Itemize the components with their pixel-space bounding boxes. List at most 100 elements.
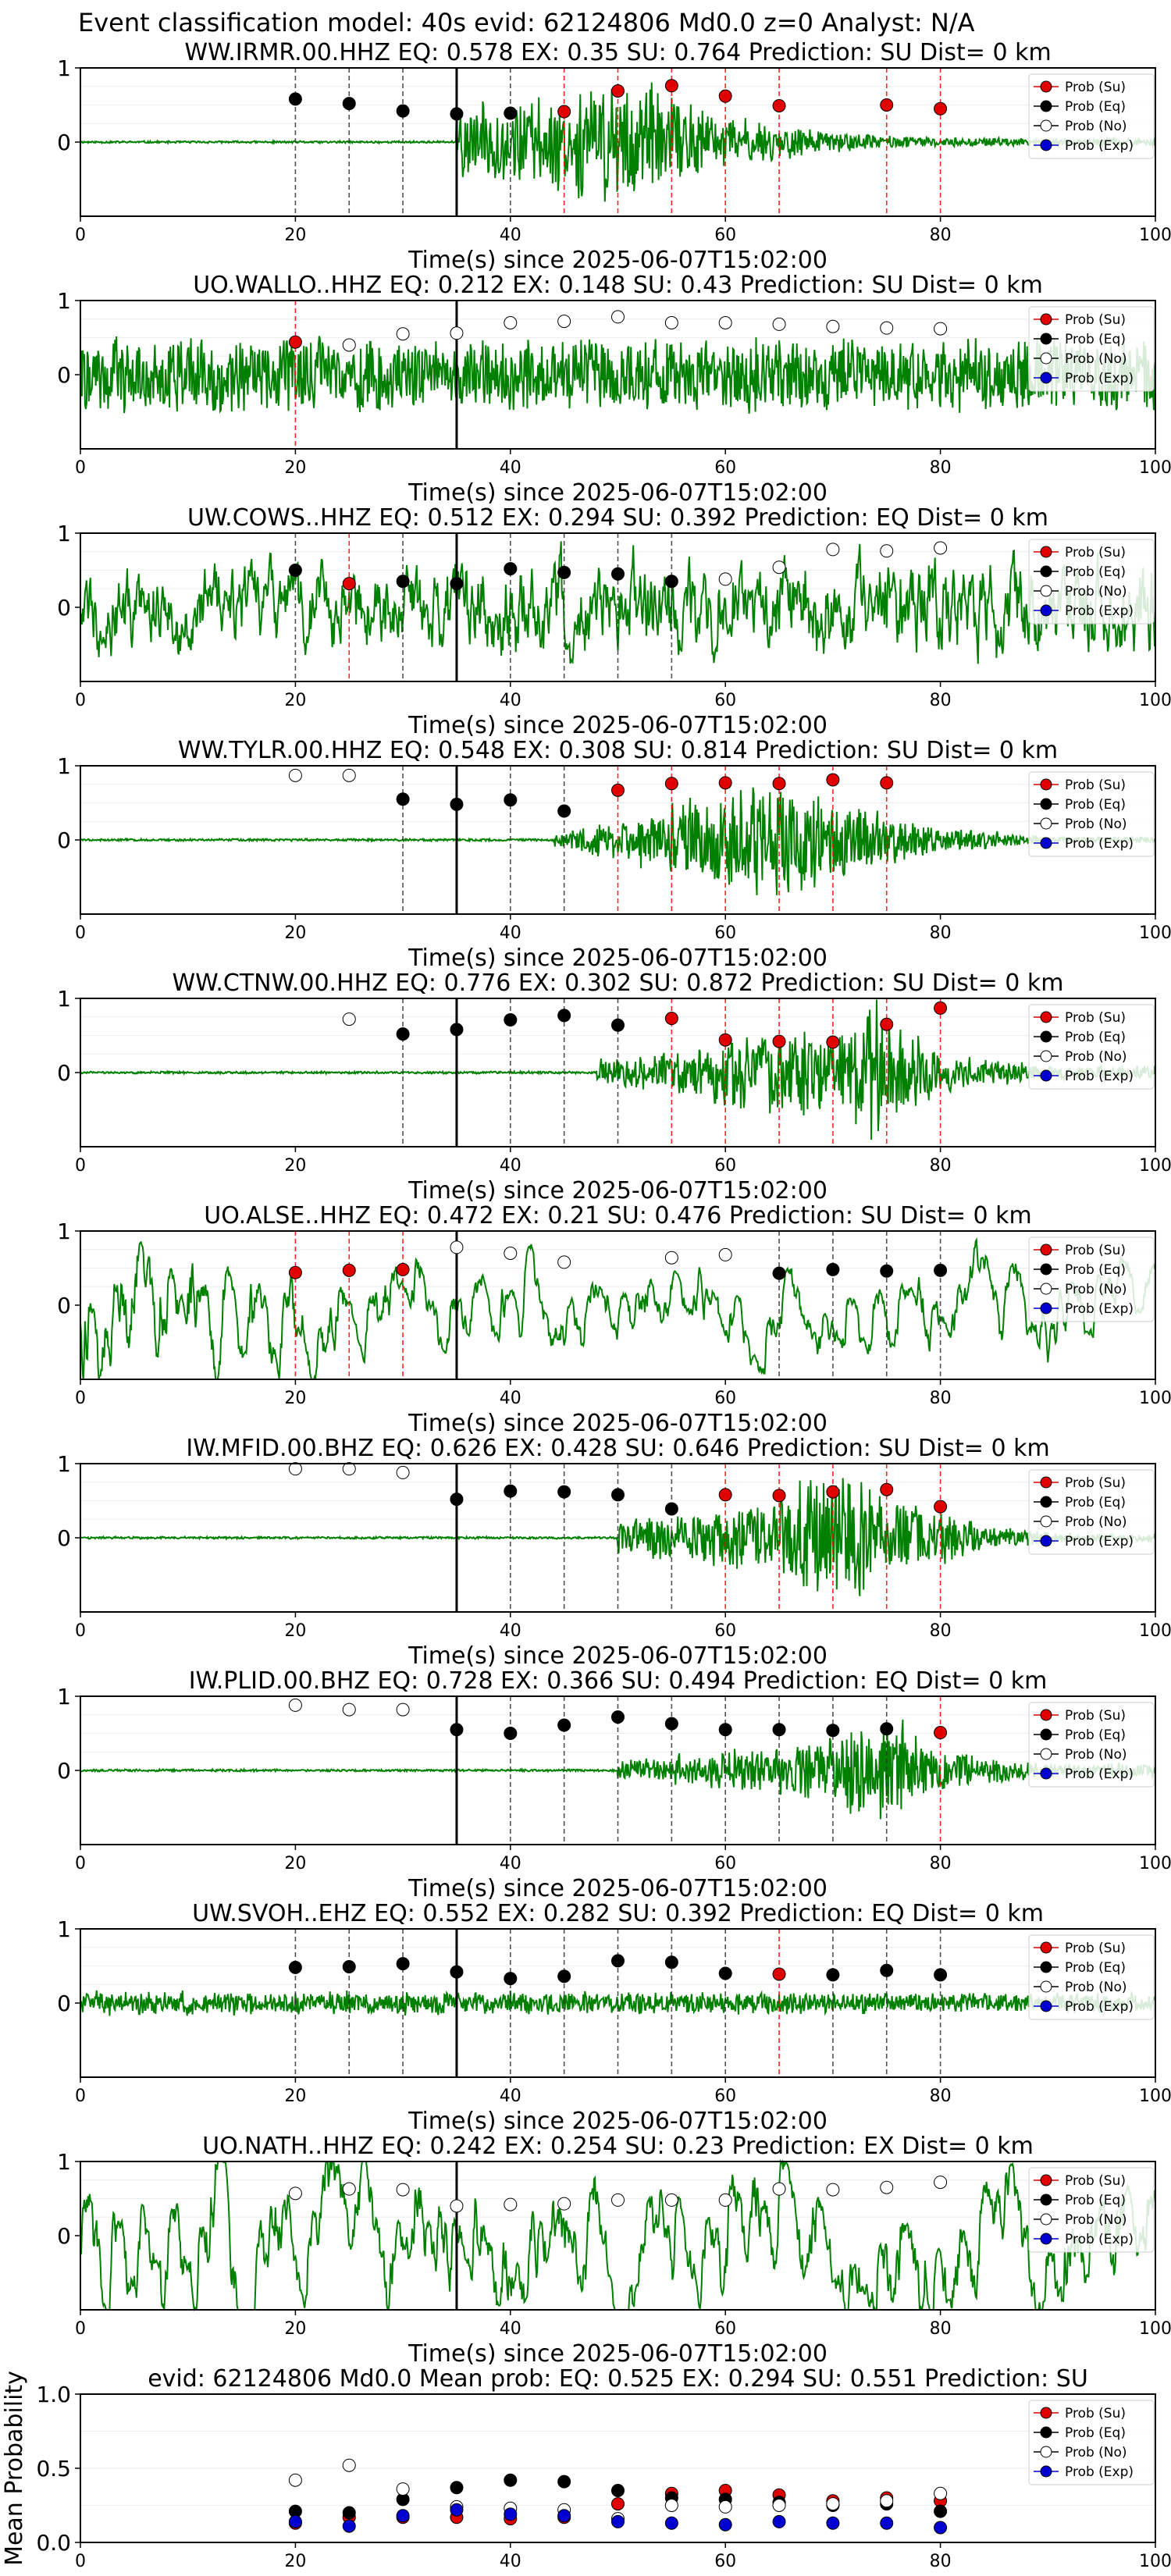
prob-point-eq [611,1710,625,1724]
x-axis-label: Time(s) since 2025-06-07T15:02:00 [408,1410,828,1437]
chart-panel-9: UW.SVOH..EHZ EQ: 0.552 EX: 0.282 SU: 0.3… [57,1900,1171,2135]
legend-marker-no [1040,817,1052,830]
y-tick-label: 0 [57,1758,71,1784]
prob-point-no [611,2193,625,2207]
panel-title: evid: 62124806 Md0.0 Mean prob: EQ: 0.52… [148,2365,1088,2393]
prob-point-su [664,1012,678,1026]
prob-point-no [880,321,894,335]
prob-point-eq [504,1727,518,1740]
prob-point-su [772,98,786,112]
prob-point-eq [880,1722,894,1736]
prob-point-su [934,101,948,116]
legend-marker-no [1040,585,1052,597]
prob-point-eq [396,104,410,118]
prob-point-no [664,1251,678,1265]
prob-point-su [880,776,894,790]
legend-box [1028,1469,1155,1555]
legend-label: Prob (No) [1065,2212,1127,2228]
prob-point-no [450,2199,464,2213]
prob-point-eq [611,1488,625,1502]
y-tick-label: 1 [57,1684,71,1710]
prob-point-eq [450,797,464,811]
x-axis-label: Time(s) since 2025-06-07T15:02:00 [408,479,828,507]
x-tick-label: 20 [284,1854,306,1873]
legend-label: Prob (Exp) [1065,603,1134,619]
legend-box [1028,1236,1155,1322]
x-tick-label: 80 [930,2552,952,2571]
prob-point-eq [611,1954,625,1968]
prob-point-eq [288,564,302,577]
prob-point-eq [450,1965,464,1979]
y-tick-label: 1 [57,1916,71,1942]
x-tick-label: 40 [500,2552,521,2571]
prob-point-no [880,544,894,558]
prob-point-no [288,1462,302,1476]
panel-title: WW.CTNW.00.HHZ EQ: 0.776 EX: 0.302 SU: 0… [172,970,1063,997]
y-tick-label: 0.5 [36,2456,71,2482]
chart-panel-8: IW.PLID.00.BHZ EQ: 0.728 EX: 0.366 SU: 0… [57,1667,1171,1902]
mean-point-eq [342,2506,356,2520]
x-tick-label: 0 [75,458,86,478]
x-tick-label: 40 [500,1156,521,1176]
legend-label: Prob (Exp) [1065,1534,1134,1550]
prob-point-su [934,1001,948,1015]
y-tick-label: 1 [57,1219,71,1244]
x-tick-label: 0 [75,1854,86,1873]
prob-point-no [772,560,786,575]
x-axis-label: Time(s) since 2025-06-07T15:02:00 [408,1642,828,1670]
prob-point-no [664,316,678,329]
prob-point-no [611,310,625,324]
legend-label: Prob (Exp) [1065,2232,1134,2247]
x-tick-label: 80 [930,1389,952,1408]
y-tick-label: 1 [57,2149,71,2175]
prob-point-su [718,1488,732,1502]
y-tick-label: 1 [57,986,71,1012]
legend-label: Prob (No) [1065,1514,1127,1530]
mean-point-exp [504,2507,518,2521]
legend-label: Prob (Eq) [1065,1960,1126,1976]
prob-point-no [718,572,732,586]
prob-point-no [504,316,518,329]
x-tick-label: 100 [1139,226,1171,245]
legend-marker-exp [1040,1302,1052,1315]
x-tick-label: 100 [1139,1389,1171,1408]
prob-point-eq [504,1972,518,1986]
legend-marker-eq [1040,1263,1052,1276]
legend-marker-eq [1040,1728,1052,1741]
prob-point-no [504,1247,518,1260]
legend-label: Prob (Eq) [1065,332,1126,347]
prob-point-eq [396,1027,410,1041]
mean-point-eq [557,2475,571,2489]
prob-point-no [772,317,786,331]
prob-point-no [718,2193,732,2207]
mean-point-eq [934,2504,948,2518]
legend-marker-exp [1040,1535,1052,1547]
prob-point-eq [504,1013,518,1027]
x-tick-label: 80 [930,1621,952,1641]
mean-point-exp [880,2516,894,2530]
prob-point-no [934,2176,948,2190]
chart-panel-5: WW.CTNW.00.HHZ EQ: 0.776 EX: 0.302 SU: 0… [57,970,1171,1204]
prob-point-eq [396,575,410,589]
legend-box [1028,771,1155,857]
prob-point-su [772,1489,786,1503]
mean-point-no [342,2458,356,2472]
prob-point-eq [557,1718,571,1732]
legend-marker-exp [1040,1767,1052,1780]
legend-box [1028,1934,1155,2020]
legend-marker-exp [1040,2233,1052,2245]
legend-label: Prob (No) [1065,119,1127,134]
x-tick-label: 20 [284,1621,306,1641]
prob-point-no [934,322,948,336]
prob-point-eq [450,107,464,121]
legend-label: Prob (Eq) [1065,2425,1126,2441]
x-tick-label: 80 [930,458,952,478]
legend-marker-eq [1040,565,1052,578]
legend-marker-no [1040,119,1052,132]
x-tick-label: 40 [500,923,521,943]
x-axis-label: Time(s) since 2025-06-07T15:02:00 [408,712,828,739]
prob-point-su [934,1500,948,1514]
y-tick-label: 0 [57,1991,71,2016]
plot-area [80,2161,1155,2310]
prob-point-no [718,1247,732,1261]
